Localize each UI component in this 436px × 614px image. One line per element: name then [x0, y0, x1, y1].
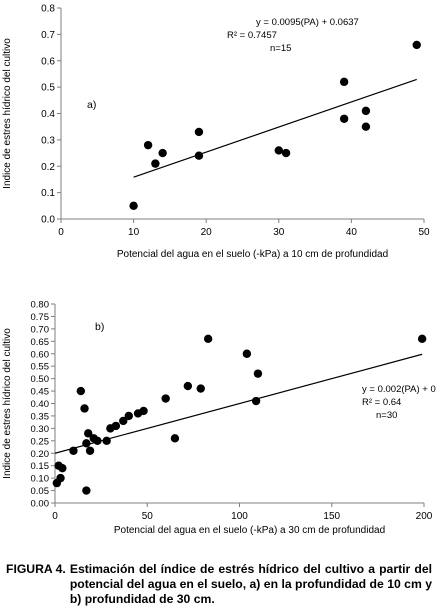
chart-a-data-point — [274, 146, 283, 155]
chart-a-y-tick-label: 0.1 — [41, 188, 55, 199]
chart-b-data-point — [111, 421, 121, 431]
chart-b-data-point — [170, 434, 180, 443]
chart-b-x-tick-label: 200 — [416, 511, 433, 522]
chart-a-regression-annotation: n=15 — [270, 43, 291, 54]
chart-b-y-tick-label: 0.15 — [31, 461, 50, 472]
chart-b-panel-label: b) — [95, 321, 104, 333]
chart-b-y-tick-label: 0.50 — [31, 374, 50, 385]
figure-caption: FIGURA 4. Estimación del índice de estré… — [6, 562, 432, 607]
chart-b-y-tick-label: 0.65 — [31, 337, 50, 348]
chart-b-data-point — [80, 404, 89, 413]
caption-text: Estimación del índice de estrés hídrico … — [69, 562, 432, 606]
chart-a-y-tick-label: 0.4 — [41, 109, 55, 120]
chart-a-y-tick-label: 0.6 — [41, 56, 55, 67]
chart-b-y-tick-label: 0.45 — [31, 387, 50, 398]
chart-b-data-point — [196, 384, 205, 393]
chart-a-data-point — [412, 40, 421, 50]
chart-a-x-tick-label: 30 — [273, 227, 285, 238]
chart-a-x-tick-label: 10 — [128, 227, 140, 238]
chart-b-y-axis-title: Indice de estres hídrico del cultivo — [2, 328, 13, 479]
chart-b-y-tick-label: 0.25 — [31, 436, 50, 447]
chart-b-y-tick-label: 0.00 — [31, 499, 50, 510]
chart-b-data-point — [84, 429, 93, 438]
chart-a-data-point — [339, 77, 349, 87]
chart-b-regression-annotation: y = 0.002(PA) + 0.2 — [362, 384, 436, 395]
chart-b-data-point — [119, 416, 128, 426]
chart-b-data-point — [102, 436, 111, 446]
chart-b-data-point — [161, 394, 170, 403]
chart-a-data-point — [194, 127, 204, 137]
chart-b-data-point — [82, 439, 91, 448]
chart-a-y-axis-title: Indice de estres hídrico del cultivo — [2, 38, 13, 189]
chart-a-data-point — [158, 148, 167, 158]
chart-a-y-tick-label: 0.2 — [41, 162, 55, 173]
chart-b-y-tick-label: 0.30 — [31, 424, 50, 435]
figure-chart-panels: 0.00.10.20.30.40.50.60.70.80 10 20 30 40 50Po… — [2, 4, 436, 537]
chart-a-y-tick-label: 0.5 — [41, 83, 55, 94]
chart-b-y-tick-label: 0.10 — [31, 474, 50, 485]
chart-b-data-point — [124, 411, 133, 421]
chart-b-data-point — [76, 386, 86, 396]
chart-a-y-tick-label: 0.8 — [41, 4, 55, 15]
chart-b-regression-annotation: n=30 — [376, 410, 397, 421]
chart-b-data-point — [82, 486, 91, 495]
chart-a-data-point — [151, 159, 160, 168]
chart-b-regression-annotation: R² = 0.64 — [362, 397, 401, 408]
chart-a-y-tick-label: 0.3 — [41, 135, 55, 146]
chart-a-data-point — [129, 201, 138, 211]
chart-b-y-tick-label: 0.35 — [31, 411, 50, 422]
chart-a-y-tick-label: 0.0 — [41, 215, 55, 226]
chart-b-data-point — [183, 381, 193, 391]
chart-b-x-tick-label: 50 — [142, 511, 154, 522]
chart-b-data-point — [93, 436, 102, 446]
chart-a-data-point — [361, 122, 371, 131]
chart-b-y-tick-label: 0.40 — [31, 399, 50, 410]
chart-b-x-tick-label: 150 — [323, 511, 340, 522]
chart-b-data-point — [253, 369, 263, 378]
chart-b-data-point — [242, 349, 252, 358]
chart-b-data-point — [58, 463, 67, 473]
chart-a-data-point — [339, 114, 349, 123]
chart-a-data-point — [143, 140, 153, 150]
chart-b-trendline — [54, 353, 423, 454]
chart-a-y-tick-label: 0.7 — [41, 30, 55, 41]
chart-a-panel-label: a) — [87, 99, 96, 111]
chart-a-x-axis-title: Potencial del agua en el suelo (-kPa) a … — [117, 249, 388, 260]
chart-a-x-tick-label: 20 — [201, 227, 213, 238]
chart-b-data-point — [203, 334, 213, 344]
chart-b-x-axis-title: Potencial del agua en el suelo (-kPa) a … — [114, 525, 385, 536]
chart-a-trendline — [133, 78, 417, 178]
chart-b-y-tick-label: 0.80 — [31, 300, 50, 311]
chart-b-data-point — [417, 334, 427, 344]
chart-a-data-point — [361, 106, 371, 116]
chart-b-data-point — [85, 446, 95, 455]
chart-a-x-tick-label: 0 — [58, 227, 64, 238]
chart-a-regression-annotation: R² = 0.7457 — [227, 30, 277, 41]
chart-a-x-tick-label: 40 — [346, 227, 358, 238]
chart-a-x-tick-label: 50 — [418, 227, 430, 238]
chart-b-x-tick-label: 100 — [231, 511, 248, 522]
chart-b-y-tick-label: 0.75 — [31, 312, 50, 323]
chart-a-data-point — [194, 151, 204, 160]
chart-b-data-point — [251, 396, 261, 406]
chart-b-data-point — [69, 446, 78, 455]
chart-a-regression-annotation: y = 0.0095(PA) + 0.0637 — [256, 17, 359, 28]
chart-b-y-tick-label: 0.05 — [31, 486, 50, 497]
chart-a-data-point — [281, 148, 291, 158]
chart-b-y-tick-label: 0.20 — [31, 449, 50, 460]
caption-label: FIGURA 4. — [6, 562, 66, 576]
chart-b-y-tick-label: 0.70 — [31, 324, 50, 335]
chart-b-data-point — [56, 473, 65, 483]
chart-b-y-tick-label: 0.60 — [31, 349, 50, 360]
chart-b-data-point — [139, 406, 148, 416]
chart-b-y-tick-label: 0.55 — [31, 362, 50, 373]
chart-b-x-tick-label: 0 — [52, 511, 58, 522]
